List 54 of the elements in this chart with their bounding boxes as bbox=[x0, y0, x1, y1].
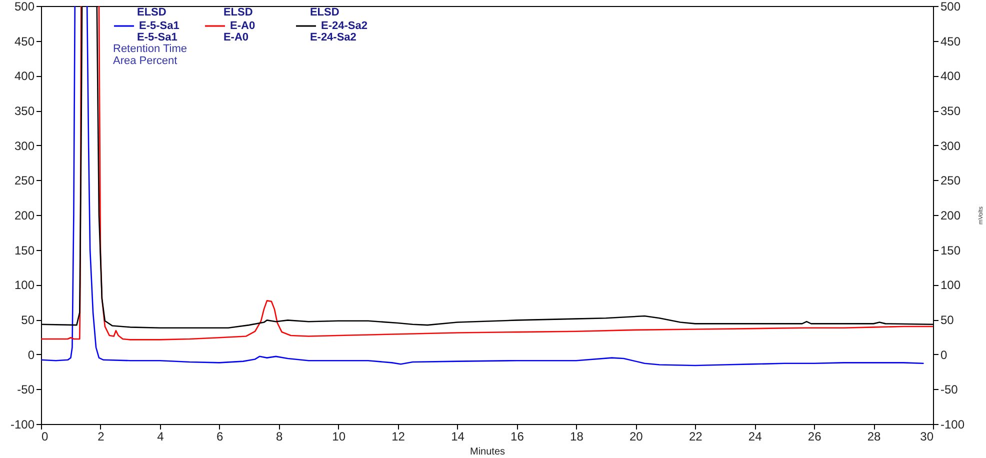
annotation: E-24-Sa2 bbox=[310, 32, 356, 44]
annotation: Area Percent bbox=[113, 55, 178, 67]
x-tick-label: 6 bbox=[216, 430, 224, 444]
y-tick-label: 0 bbox=[28, 348, 35, 362]
y-tick-label: -100 bbox=[10, 418, 35, 432]
y2-tick-label: 200 bbox=[940, 208, 961, 222]
y-tick-label: -50 bbox=[17, 382, 35, 397]
legend-label: E-24-Sa2 bbox=[321, 20, 368, 32]
annotation: Retention Time bbox=[113, 43, 187, 55]
y2-tick-label: 500 bbox=[940, 0, 961, 14]
x-tick-label: 16 bbox=[510, 430, 524, 444]
y-tick-label: 200 bbox=[14, 208, 35, 222]
x-tick-label: 2 bbox=[98, 430, 105, 444]
y-tick-label: 300 bbox=[14, 138, 35, 153]
legend-label: E-A0 bbox=[230, 20, 256, 32]
y2-tick-label: 0 bbox=[940, 348, 948, 362]
y2-tick-label: 100 bbox=[940, 278, 961, 292]
annotation: E-5-Sa1 bbox=[137, 32, 178, 44]
y2-tick-label: 250 bbox=[940, 174, 961, 188]
x-tick-label: 22 bbox=[688, 430, 703, 444]
x-tick-label: 12 bbox=[392, 430, 406, 444]
y-tick-label: 100 bbox=[14, 278, 35, 292]
y2-tick-label: 450 bbox=[940, 34, 961, 48]
annotation: ELSD bbox=[223, 6, 253, 18]
x-tick-label: 14 bbox=[451, 430, 465, 444]
y2-tick-label: 350 bbox=[940, 104, 961, 118]
y2-tick-label: 300 bbox=[940, 138, 961, 153]
annotation: E-A0 bbox=[223, 32, 249, 44]
y2-tick-label: 150 bbox=[940, 243, 961, 258]
y2-tick-label: -100 bbox=[940, 418, 965, 432]
annotation: ELSD bbox=[310, 6, 340, 18]
x-tick-label: 20 bbox=[629, 430, 644, 444]
x-tick-label: 28 bbox=[867, 430, 882, 444]
y-tick-label: 350 bbox=[14, 104, 35, 118]
y2-tick-label: -50 bbox=[940, 382, 958, 397]
annotation: ELSD bbox=[137, 6, 166, 18]
x-tick-label: 26 bbox=[808, 430, 822, 444]
y2-tick-label: 50 bbox=[940, 313, 954, 327]
y-tick-label: 250 bbox=[14, 174, 35, 188]
y-tick-label: 400 bbox=[14, 69, 35, 84]
y-tick-label: 500 bbox=[14, 0, 35, 14]
x-tick-label: 10 bbox=[332, 430, 346, 444]
legend-label: E-5-Sa1 bbox=[139, 20, 180, 32]
x-tick-label: 4 bbox=[157, 430, 164, 444]
y2-tick-label: 400 bbox=[940, 69, 961, 84]
x-tick-label: 0 bbox=[42, 430, 48, 444]
y-tick-label: 150 bbox=[14, 243, 35, 258]
x-tick-label: 8 bbox=[276, 430, 284, 444]
x-tick-label: 30 bbox=[920, 430, 934, 444]
y-tick-label: 450 bbox=[14, 34, 35, 48]
x-tick-label: 18 bbox=[570, 430, 584, 444]
x-axis-title: Minutes bbox=[470, 446, 506, 458]
x-tick-label: 24 bbox=[748, 430, 762, 444]
y-tick-label: 50 bbox=[21, 313, 35, 327]
